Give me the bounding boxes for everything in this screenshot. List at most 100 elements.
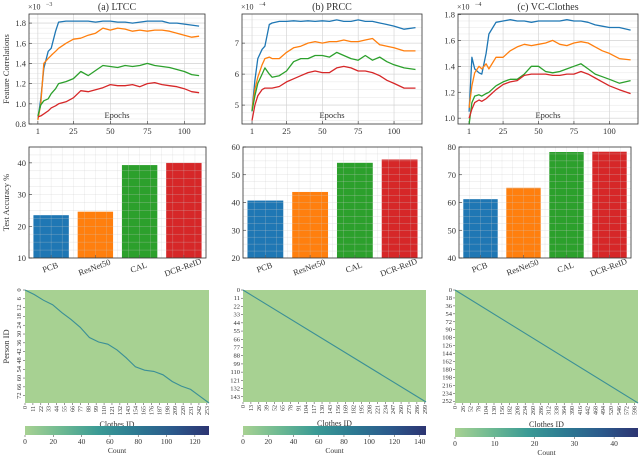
x-tick-label: 234 bbox=[383, 405, 389, 414]
x-tick-label: 242 bbox=[197, 406, 203, 415]
colorbar-tick-label: 0 bbox=[23, 437, 27, 446]
x-tick-label: 273 bbox=[407, 405, 413, 414]
x-tick-label: 0 bbox=[241, 405, 247, 408]
y-tick-label: 18 bbox=[446, 295, 453, 302]
x-tick-label: 286 bbox=[539, 406, 545, 415]
y-tick-label: 20 bbox=[232, 253, 241, 263]
y-tick-label: 80 bbox=[448, 142, 457, 152]
y-tick-label: 72 bbox=[446, 319, 453, 326]
x-tick-label: 187 bbox=[157, 406, 163, 415]
x-tick-label: DCR-ReID bbox=[589, 256, 629, 279]
colorbar-label: Count bbox=[325, 446, 344, 455]
y-tick-label: 50 bbox=[448, 225, 457, 235]
y-tick-label: 30 bbox=[232, 225, 241, 235]
y-tick-label: 44 bbox=[234, 320, 241, 327]
x-axis-label: Epochs bbox=[104, 110, 129, 120]
x-tick-label: 182 bbox=[352, 405, 358, 414]
y-tick-label: 66 bbox=[16, 383, 23, 390]
chart-title: (b) PRCC bbox=[312, 2, 352, 13]
x-tick-label: 231 bbox=[189, 406, 195, 415]
colorbar-tick-label: 60 bbox=[315, 437, 323, 446]
y-tick-label: 110 bbox=[230, 369, 240, 376]
scale-multiplier: ×10 bbox=[28, 3, 41, 12]
y-tick-label: 54 bbox=[16, 365, 23, 372]
x-tick-label: 132 bbox=[118, 406, 124, 415]
y-tick-label: 1.2 bbox=[444, 87, 455, 97]
colorbar-tick-label: 30 bbox=[571, 439, 579, 448]
x-tick-label: 154 bbox=[134, 406, 140, 415]
x-tick-label: 50 bbox=[318, 126, 327, 136]
plot-frame bbox=[28, 13, 206, 125]
y-tick-label: 6 bbox=[235, 69, 239, 79]
x-tick-label: 195 bbox=[360, 405, 366, 414]
x-tick-label: 220 bbox=[181, 406, 187, 415]
y-tick-label: 70 bbox=[448, 170, 457, 180]
x-tick-label: DCR-ReID bbox=[379, 256, 419, 279]
plot-frame bbox=[28, 146, 207, 259]
series-line-0 bbox=[251, 19, 416, 112]
y-tick-label: 0.8 bbox=[15, 119, 26, 129]
x-tick-label: 156 bbox=[336, 405, 342, 414]
x-tick-label: 26 bbox=[257, 405, 263, 411]
y-tick-label: 108 bbox=[442, 335, 452, 342]
x-tick-label: 52 bbox=[469, 406, 475, 412]
x-axis-label: Epochs bbox=[535, 110, 560, 120]
x-tick-label: 390 bbox=[570, 406, 576, 415]
x-tick-label: 253 bbox=[205, 406, 211, 415]
y-tick-label: 48 bbox=[16, 357, 23, 364]
series-line-0 bbox=[468, 19, 631, 112]
x-tick-label: 100 bbox=[603, 126, 616, 136]
x-tick-label: PCB bbox=[41, 260, 60, 275]
heatmap-diagonal bbox=[454, 289, 639, 404]
x-tick-label: 234 bbox=[523, 406, 529, 415]
plot-frame bbox=[457, 13, 639, 125]
series-line-3 bbox=[37, 81, 200, 118]
y-tick-label: 6 bbox=[16, 296, 23, 300]
chart-title: (a) LTCC bbox=[98, 2, 137, 13]
x-tick-label: 104 bbox=[304, 405, 310, 414]
colorbar-tick-label: 20 bbox=[531, 439, 539, 448]
plot-frame bbox=[241, 13, 423, 125]
series-line-0 bbox=[37, 20, 200, 120]
bar-dcr-reid bbox=[381, 159, 418, 258]
x-tick-label: 100 bbox=[178, 126, 191, 136]
x-tick-label: 0 bbox=[23, 406, 29, 409]
series-line-1 bbox=[468, 39, 631, 108]
y-tick-label: 1.6 bbox=[15, 38, 26, 48]
colorbar-tick-label: 0 bbox=[241, 437, 245, 446]
x-tick-label: 208 bbox=[515, 406, 521, 415]
x-tick-label: 75 bbox=[570, 126, 579, 136]
y-tick-label: 24 bbox=[16, 321, 23, 328]
x-tick-label: 520 bbox=[609, 406, 615, 415]
x-tick-label: 52 bbox=[273, 405, 279, 411]
series-line-1 bbox=[251, 37, 416, 110]
x-axis-label: Epochs bbox=[319, 110, 344, 120]
y-tick-label: 0 bbox=[449, 287, 452, 294]
colorbar-label: Count bbox=[537, 448, 556, 455]
x-tick-label: 165 bbox=[142, 406, 148, 415]
y-tick-label: 1.8 bbox=[444, 10, 455, 20]
y-tick-label: 180 bbox=[442, 366, 452, 373]
x-tick-label: 77 bbox=[78, 406, 84, 412]
x-tick-label: CAL bbox=[129, 260, 148, 275]
x-tick-label: 198 bbox=[165, 406, 171, 415]
y-tick-label: 216 bbox=[442, 382, 453, 389]
x-tick-label: 169 bbox=[344, 405, 350, 414]
x-tick-label: 50 bbox=[534, 126, 543, 136]
y-tick-label: 1.6 bbox=[444, 35, 455, 45]
y-tick-label: 66 bbox=[234, 336, 241, 343]
y-tick-label: 36 bbox=[16, 339, 23, 346]
x-tick-label: 598 bbox=[632, 406, 638, 415]
x-tick-label: 117 bbox=[312, 405, 318, 414]
x-tick-label: 110 bbox=[102, 406, 108, 415]
colorbar bbox=[25, 426, 209, 435]
colorbar-tick-label: 0 bbox=[453, 439, 457, 448]
x-tick-label: 156 bbox=[500, 406, 506, 415]
x-tick-label: 39 bbox=[265, 405, 271, 411]
x-tick-label: 65 bbox=[281, 405, 287, 411]
x-tick-label: CAL bbox=[344, 260, 363, 275]
x-tick-label: 44 bbox=[55, 406, 61, 412]
bar-cal bbox=[121, 165, 158, 258]
y-tick-label: 50 bbox=[232, 170, 241, 180]
x-axis-label: Clothes ID bbox=[529, 420, 564, 429]
